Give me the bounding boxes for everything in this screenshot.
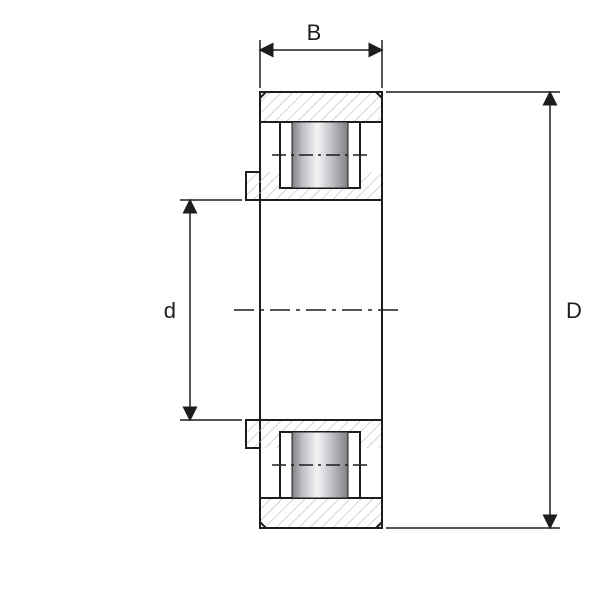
dimension-B: B (260, 20, 382, 88)
dimension-D-label: D (566, 298, 582, 323)
dimension-d: d (164, 200, 242, 420)
roller-bottom (272, 432, 368, 498)
dimension-B-label: B (307, 20, 322, 45)
dimension-d-label: d (164, 298, 176, 323)
dimension-D: D (386, 92, 582, 528)
roller-top (272, 122, 368, 188)
bearing-section-drawing: B d D (0, 0, 600, 600)
